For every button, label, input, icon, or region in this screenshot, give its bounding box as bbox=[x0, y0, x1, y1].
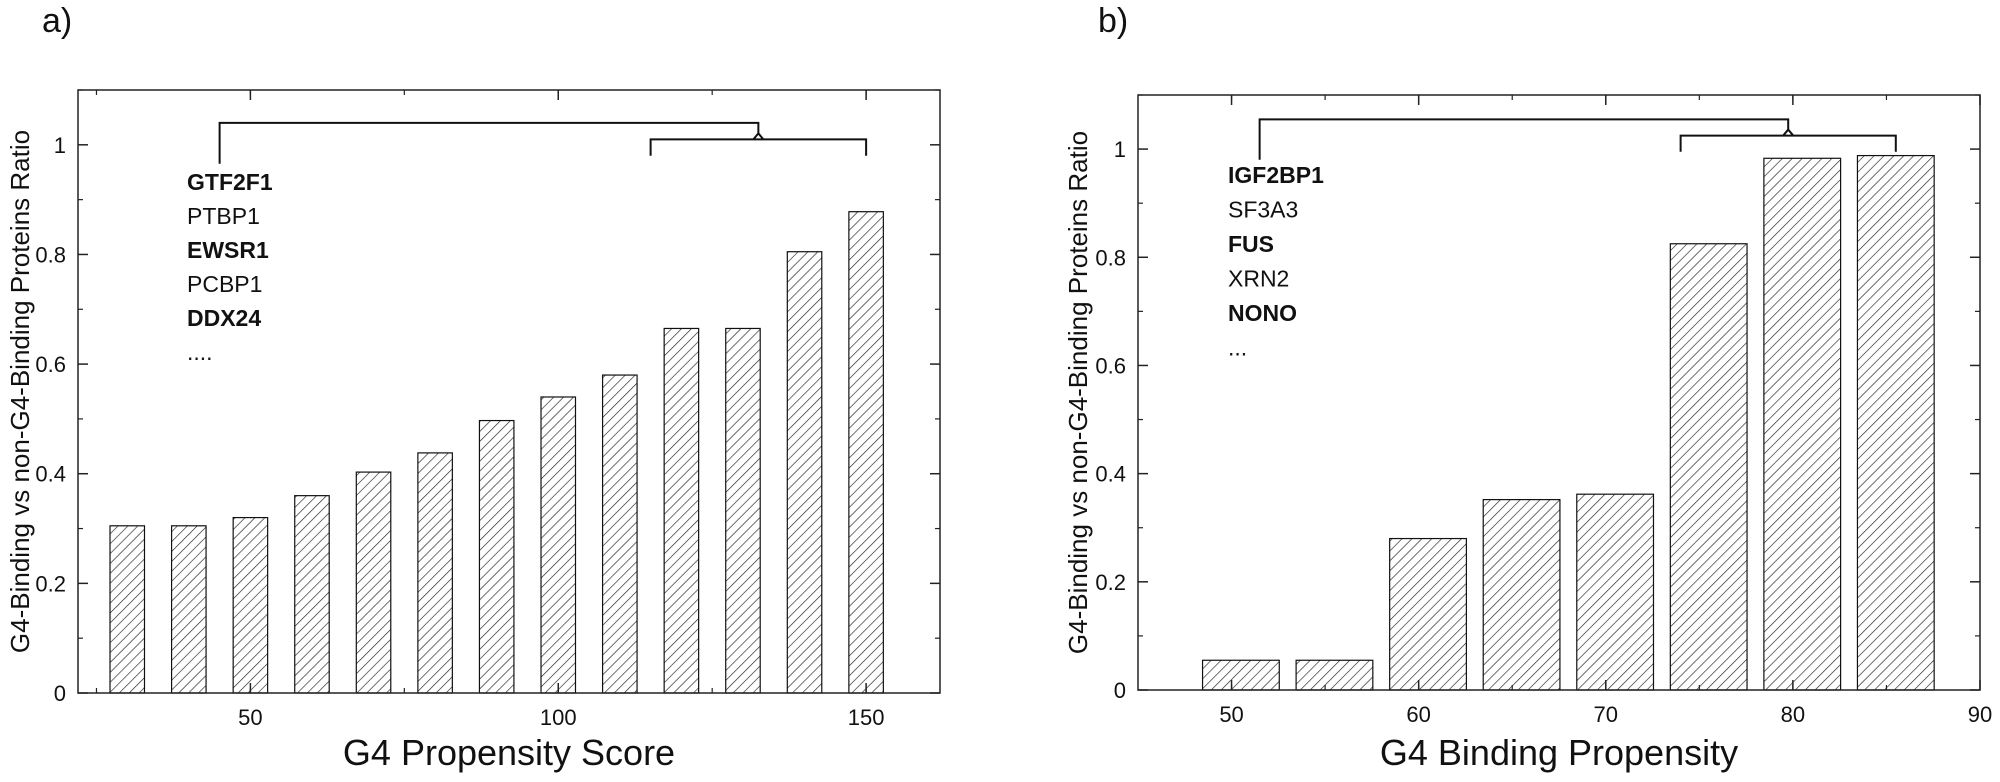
bar bbox=[294, 495, 330, 694]
y-tick-label: 0.8 bbox=[1095, 245, 1126, 270]
x-axis-title: G4 Propensity Score bbox=[343, 732, 675, 773]
bar bbox=[1669, 243, 1748, 691]
y-axis-title: G4-Binding vs non-G4-Binding Proteins Ra… bbox=[1063, 131, 1093, 654]
gene-label: PCBP1 bbox=[187, 271, 262, 297]
panel-b: b) 0 0.2 0.4 0.6 0.8 1 50 60 70 80 90 G4 Binding Pro… bbox=[1063, 2, 1992, 773]
bar bbox=[170, 525, 207, 694]
plot-frame bbox=[1137, 94, 1981, 691]
gene-label: FUS bbox=[1228, 231, 1274, 257]
bar bbox=[1576, 493, 1655, 691]
gene-label: XRN2 bbox=[1228, 266, 1289, 292]
bar bbox=[109, 525, 146, 694]
bracket-annotation bbox=[1258, 118, 1897, 160]
y-tick-label: 0.6 bbox=[1095, 353, 1126, 378]
y-tick-label: 0.4 bbox=[1095, 462, 1126, 487]
x-tick-label: 70 bbox=[1594, 702, 1618, 727]
bar bbox=[663, 327, 700, 694]
bar bbox=[232, 516, 269, 694]
gene-label: ... bbox=[1228, 335, 1247, 361]
y-tick-label: 0.6 bbox=[35, 352, 66, 377]
bar bbox=[1763, 157, 1842, 691]
x-axis-title: G4 Binding Propensity bbox=[1380, 732, 1738, 773]
gene-label: DDX24 bbox=[187, 305, 261, 331]
gene-label: IGF2BP1 bbox=[1228, 162, 1324, 188]
x-tick-label: 100 bbox=[540, 705, 577, 730]
bar bbox=[478, 419, 515, 694]
bar bbox=[848, 211, 884, 694]
y-axis-title: G4-Binding vs non-G4-Binding Proteins Ra… bbox=[5, 130, 35, 653]
bar bbox=[725, 327, 761, 694]
x-tick-label: 90 bbox=[1968, 702, 1992, 727]
gene-label: NONO bbox=[1228, 300, 1297, 326]
plot-frame bbox=[77, 89, 941, 694]
gene-label: PTBP1 bbox=[187, 203, 260, 229]
bar bbox=[540, 396, 577, 694]
y-tick-label: 0 bbox=[1114, 678, 1126, 703]
y-tick-label: 0.2 bbox=[1095, 570, 1126, 595]
gene-label: .... bbox=[187, 339, 213, 365]
y-tick-label: 0.8 bbox=[35, 242, 66, 267]
bar bbox=[1389, 537, 1467, 691]
x-tick-label: 80 bbox=[1781, 702, 1805, 727]
bar bbox=[355, 471, 392, 694]
y-tick-label: 1 bbox=[1114, 137, 1126, 162]
panel-label: a) bbox=[42, 2, 72, 40]
gene-label: SF3A3 bbox=[1228, 197, 1298, 223]
x-tick-label: 150 bbox=[848, 705, 885, 730]
panel-label: b) bbox=[1098, 2, 1128, 40]
y-tick-label: 1 bbox=[54, 133, 66, 158]
bar bbox=[601, 374, 638, 694]
bracket-annotation bbox=[218, 121, 868, 164]
bar bbox=[786, 251, 823, 694]
bar bbox=[417, 452, 453, 694]
x-tick-label: 50 bbox=[1219, 702, 1243, 727]
x-tick-label: 60 bbox=[1406, 702, 1430, 727]
bar bbox=[1201, 659, 1280, 691]
y-tick-label: 0.4 bbox=[35, 462, 66, 487]
y-tick-label: 0 bbox=[54, 681, 66, 706]
gene-label: EWSR1 bbox=[187, 237, 269, 263]
x-tick-label: 50 bbox=[238, 705, 262, 730]
bar bbox=[1295, 659, 1374, 691]
bar bbox=[1856, 154, 1935, 691]
y-tick-label: 0.2 bbox=[35, 571, 66, 596]
gene-label: GTF2F1 bbox=[187, 169, 273, 195]
bar bbox=[1482, 499, 1561, 691]
